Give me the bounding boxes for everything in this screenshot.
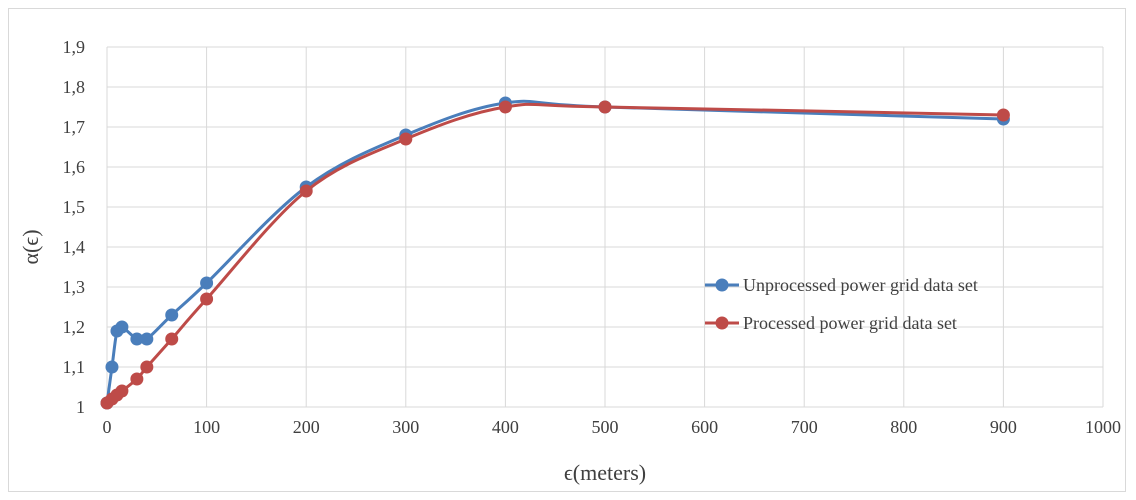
y-tick-label: 1,2	[63, 317, 86, 337]
data-point	[165, 332, 179, 346]
series-line	[106, 102, 1004, 405]
series-2	[100, 100, 1010, 410]
y-tick-label: 1	[76, 397, 85, 417]
data-point	[130, 372, 144, 386]
y-axis-title: α(ϵ)	[18, 229, 43, 264]
data-point	[165, 308, 179, 322]
y-tick-label: 1,9	[63, 37, 86, 57]
data-point	[299, 184, 313, 198]
y-tick-label: 1,4	[63, 237, 86, 257]
x-tick-label: 300	[392, 417, 419, 437]
series-layer	[100, 96, 1010, 410]
x-tick-label: 1000	[1085, 417, 1121, 437]
data-point	[598, 100, 612, 114]
x-tick-label: 700	[791, 417, 818, 437]
x-tick-label: 500	[592, 417, 619, 437]
data-point	[498, 100, 512, 114]
data-point	[399, 132, 413, 146]
legend: Unprocessed power grid data set Processed…	[705, 275, 978, 333]
x-tick-label: 100	[193, 417, 220, 437]
y-tick-label: 1,8	[63, 77, 86, 97]
y-axis-tick-labels: 1 1,1 1,2 1,3 1,4 1,5 1,6 1,7 1,8 1,9	[63, 37, 86, 417]
y-tick-label: 1,6	[63, 157, 86, 177]
x-tick-label: 400	[492, 417, 519, 437]
x-tick-label: 0	[103, 417, 112, 437]
legend-label: Unprocessed power grid data set	[743, 275, 978, 295]
y-tick-label: 1,7	[63, 117, 86, 137]
series-line	[105, 99, 1004, 404]
data-point	[200, 276, 214, 290]
series-1	[100, 96, 1010, 410]
x-tick-label: 900	[990, 417, 1017, 437]
data-point	[115, 320, 129, 334]
legend-swatch-marker	[715, 316, 729, 330]
x-tick-label: 800	[890, 417, 917, 437]
y-tick-label: 1,1	[63, 357, 86, 377]
y-tick-label: 1,3	[63, 277, 86, 297]
data-point	[140, 332, 154, 346]
data-point	[996, 108, 1010, 122]
data-point	[115, 384, 129, 398]
legend-label: Processed power grid data set	[743, 313, 957, 333]
data-point	[130, 332, 144, 346]
data-point	[105, 360, 119, 374]
data-point	[200, 292, 214, 306]
x-tick-label: 600	[691, 417, 718, 437]
x-axis-tick-labels: 0 100 200 300 400 500 600 700 800 900 1000	[103, 417, 1122, 437]
x-axis-title: ϵ(meters)	[564, 460, 646, 485]
data-point	[140, 360, 154, 374]
legend-swatch-marker	[715, 278, 729, 292]
grid-lines	[106, 46, 1104, 408]
x-tick-label: 200	[293, 417, 320, 437]
chart-frame	[8, 8, 1126, 492]
y-tick-label: 1,5	[63, 197, 86, 217]
